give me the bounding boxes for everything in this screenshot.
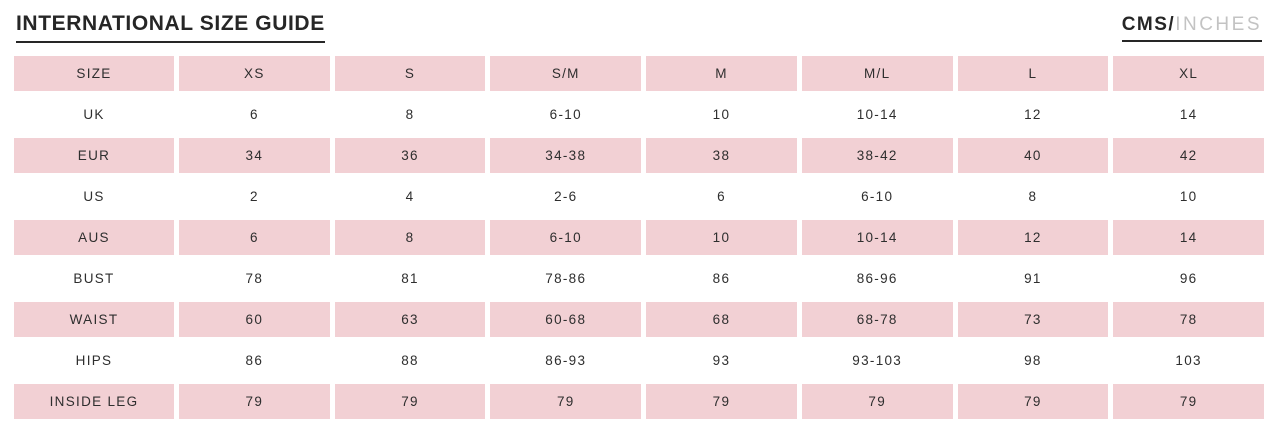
column-header: XS [179,56,330,91]
table-row: US 2 4 2-6 6 6-10 8 10 [14,179,1264,214]
cell-value: 86 [179,343,330,378]
cell-value: 6 [179,220,330,255]
cell-value: 98 [957,343,1109,378]
table-row: BUST 78 81 78-86 86 86-96 91 96 [14,261,1264,296]
row-label: AUS [14,220,174,255]
row-label: INSIDE LEG [14,384,174,419]
cell-value: 6 [646,179,797,214]
cell-value: 79 [1113,384,1264,419]
units-toggle[interactable]: CMS/INCHES [1121,14,1262,42]
row-label: US [14,179,174,214]
page-title: INTERNATIONAL SIZE GUIDE [16,12,325,43]
cell-value: 42 [1113,138,1264,173]
cell-value: 73 [957,302,1109,337]
cell-value: 8 [334,220,486,255]
table-header-row: SIZE XS S S/M M M/L L XL [14,56,1264,91]
table-row: WAIST 60 63 60-68 68 68-78 73 78 [14,302,1264,337]
header-bar: INTERNATIONAL SIZE GUIDE CMS/INCHES [0,0,1278,43]
cell-value: 81 [334,261,486,296]
cell-value: 10 [1113,179,1264,214]
column-header: XL [1113,56,1264,91]
row-label: HIPS [14,343,174,378]
table-row: HIPS 86 88 86-93 93 93-103 98 103 [14,343,1264,378]
cell-value: 78 [1113,302,1264,337]
cell-value: 10 [646,97,797,132]
cell-value: 79 [801,384,953,419]
cell-value: 38-42 [801,138,953,173]
cell-value: 6-10 [490,220,642,255]
cell-value: 36 [334,138,486,173]
size-table: SIZE XS S S/M M M/L L XL UK 6 8 6-10 10 10-14 12 14 EUR 3… [14,56,1264,419]
cell-value: 68 [646,302,797,337]
row-label: EUR [14,138,174,173]
table-row: AUS 6 8 6-10 10 10-14 12 14 [14,220,1264,255]
row-label: BUST [14,261,174,296]
cell-value: 93-103 [801,343,953,378]
cell-value: 79 [334,384,486,419]
cell-value: 6-10 [490,97,642,132]
cell-value: 60 [179,302,330,337]
cell-value: 88 [334,343,486,378]
cell-value: 38 [646,138,797,173]
cell-value: 86-96 [801,261,953,296]
cell-value: 91 [957,261,1109,296]
cell-value: 10-14 [801,97,953,132]
cell-value: 8 [957,179,1109,214]
cell-value: 96 [1113,261,1264,296]
cell-value: 93 [646,343,797,378]
cell-value: 10-14 [801,220,953,255]
cell-value: 79 [179,384,330,419]
cell-value: 8 [334,97,486,132]
cell-value: 40 [957,138,1109,173]
cell-value: 78 [179,261,330,296]
cell-value: 12 [957,220,1109,255]
table-row: INSIDE LEG 79 79 79 79 79 79 79 [14,384,1264,419]
cell-value: 103 [1113,343,1264,378]
cell-value: 34 [179,138,330,173]
cell-value: 10 [646,220,797,255]
column-header: M [646,56,797,91]
cell-value: 86 [646,261,797,296]
cell-value: 12 [957,97,1109,132]
cell-value: 68-78 [801,302,953,337]
cell-value: 79 [957,384,1109,419]
cell-value: 14 [1113,97,1264,132]
column-header-size: SIZE [14,56,174,91]
row-label: WAIST [14,302,174,337]
cell-value: 2 [179,179,330,214]
cell-value: 2-6 [490,179,642,214]
column-header: S/M [490,56,642,91]
column-header: S [334,56,486,91]
column-header: M/L [801,56,953,91]
table-row: UK 6 8 6-10 10 10-14 12 14 [14,97,1264,132]
units-separator: / [1168,14,1176,35]
cell-value: 60-68 [490,302,642,337]
cell-value: 4 [334,179,486,214]
table-row: EUR 34 36 34-38 38 38-42 40 42 [14,138,1264,173]
row-label: UK [14,97,174,132]
cell-value: 63 [334,302,486,337]
cell-value: 86-93 [490,343,642,378]
cell-value: 78-86 [490,261,642,296]
cell-value: 79 [490,384,642,419]
units-inches-option[interactable]: INCHES [1175,14,1262,35]
cell-value: 79 [646,384,797,419]
cell-value: 6-10 [801,179,953,214]
units-cms-option[interactable]: CMS [1121,14,1169,35]
cell-value: 34-38 [490,138,642,173]
column-header: L [957,56,1109,91]
cell-value: 14 [1113,220,1264,255]
cell-value: 6 [179,97,330,132]
